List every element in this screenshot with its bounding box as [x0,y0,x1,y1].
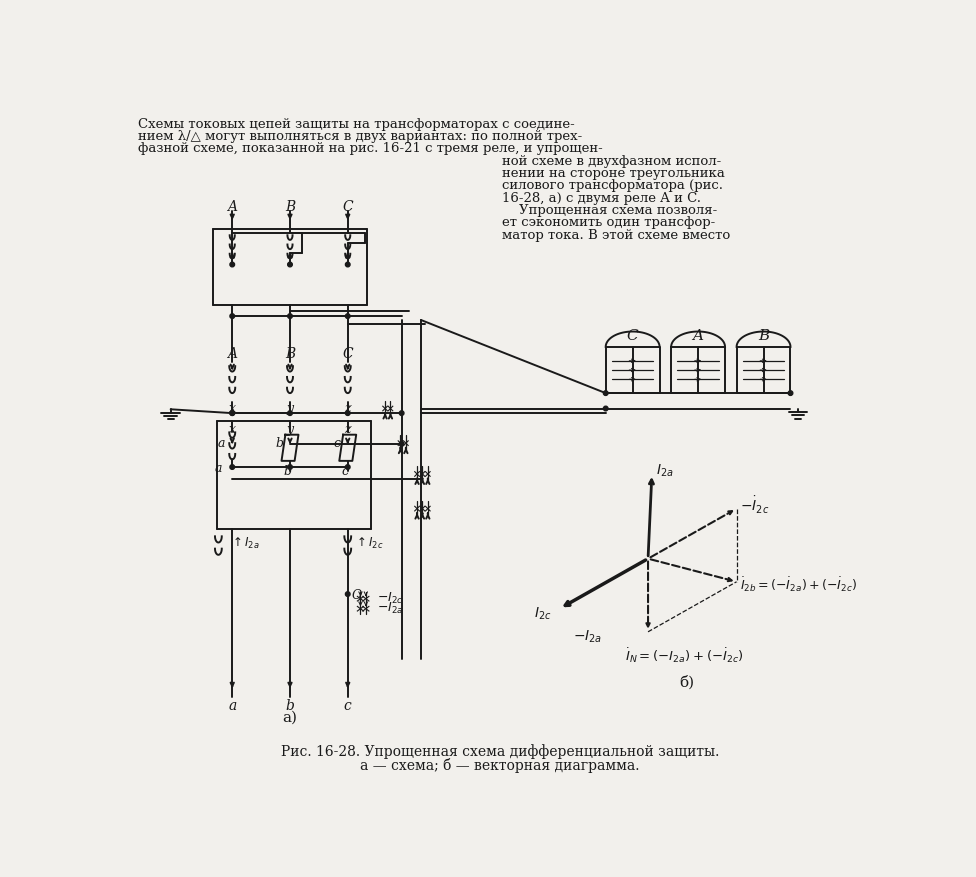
Text: c: c [334,437,341,449]
Text: $I_{2a}$: $I_{2a}$ [656,462,673,479]
Circle shape [346,465,350,470]
Text: b: b [284,465,292,478]
Text: $-\dot{I}_{2c}$: $-\dot{I}_{2c}$ [741,495,770,516]
Text: z: z [345,402,351,415]
Text: y: y [286,402,294,415]
Text: x: x [228,402,236,415]
Text: a: a [218,437,225,449]
Text: а — схема; б — векторная диаграмма.: а — схема; б — векторная диаграмма. [360,758,640,773]
Text: B: B [285,346,295,360]
Text: а): а) [282,709,298,724]
Text: A: A [227,200,237,214]
Text: матор тока. В этой схеме вместо: матор тока. В этой схеме вместо [502,228,730,241]
Text: нении на стороне треугольника: нении на стороне треугольника [502,167,724,180]
Circle shape [230,411,234,416]
Text: C: C [343,200,353,214]
Text: b: b [286,698,295,712]
Text: $\dot{I}_{2b}=(-\dot{I}_{2a})+(-\dot{I}_{2c})$: $\dot{I}_{2b}=(-\dot{I}_{2a})+(-\dot{I}_… [741,575,858,594]
Text: $-I_{2a}$: $-I_{2a}$ [377,601,403,616]
Text: $-I_{2a}$: $-I_{2a}$ [573,628,602,644]
Text: b: b [275,437,283,449]
Circle shape [603,391,608,396]
Text: Схемы токовых цепей защиты на трансформаторах с соедине-: Схемы токовых цепей защиты на трансформа… [139,118,575,131]
Circle shape [346,411,350,416]
Text: A: A [227,346,237,360]
Text: $I_{2c}$: $I_{2c}$ [534,604,551,621]
Text: 16-28, а) с двумя реле A и C.: 16-28, а) с двумя реле A и C. [502,191,701,204]
Text: $\dot{I}_{N}=(-I_{2a})+(-\dot{I}_{2c})$: $\dot{I}_{N}=(-I_{2a})+(-\dot{I}_{2c})$ [625,645,744,665]
Text: нием λ/△ могут выполняться в двух вариантах: по полной трех-: нием λ/△ могут выполняться в двух вариан… [139,130,583,143]
Text: c: c [342,465,349,478]
Text: y: y [286,423,294,436]
Circle shape [399,411,404,416]
Text: a: a [215,461,223,474]
Text: $\uparrow I_{2a}$: $\uparrow I_{2a}$ [230,535,260,551]
Text: ет сэкономить один трансфор-: ет сэкономить один трансфор- [502,216,715,229]
Text: A: A [693,329,704,343]
Circle shape [288,263,292,267]
Text: ной схеме в двухфазном испол-: ной схеме в двухфазном испол- [502,154,721,168]
Text: $\uparrow I_{2c}$: $\uparrow I_{2c}$ [354,535,384,551]
Text: O: O [351,588,362,601]
Text: фазной схеме, показанной на рис. 16-21 с тремя реле, и упрощен-: фазной схеме, показанной на рис. 16-21 с… [139,142,603,155]
Circle shape [399,442,404,446]
Circle shape [346,315,350,319]
Text: c: c [344,698,351,712]
Circle shape [346,592,350,596]
Circle shape [789,391,793,396]
Circle shape [230,465,234,470]
Circle shape [288,315,292,319]
Text: B: B [285,200,295,214]
Circle shape [288,411,292,416]
Text: б): б) [679,675,694,689]
Text: z: z [345,423,351,436]
Circle shape [603,407,608,411]
Text: Упрощенная схема позволя-: Упрощенная схема позволя- [502,203,717,217]
Text: a: a [228,698,236,712]
Text: x: x [228,423,236,436]
Text: $-I_{2c}$: $-I_{2c}$ [377,591,403,606]
Circle shape [346,263,350,267]
Text: B: B [758,329,769,343]
Text: силового трансформатора (рис.: силового трансформатора (рис. [502,179,723,192]
Text: Рис. 16-28. Упрощенная схема дифференциальной защиты.: Рис. 16-28. Упрощенная схема дифференциа… [281,744,719,759]
Text: C: C [627,329,638,343]
Circle shape [230,315,234,319]
Circle shape [288,465,292,470]
Circle shape [230,411,234,416]
Circle shape [230,263,234,267]
Text: C: C [343,346,353,360]
